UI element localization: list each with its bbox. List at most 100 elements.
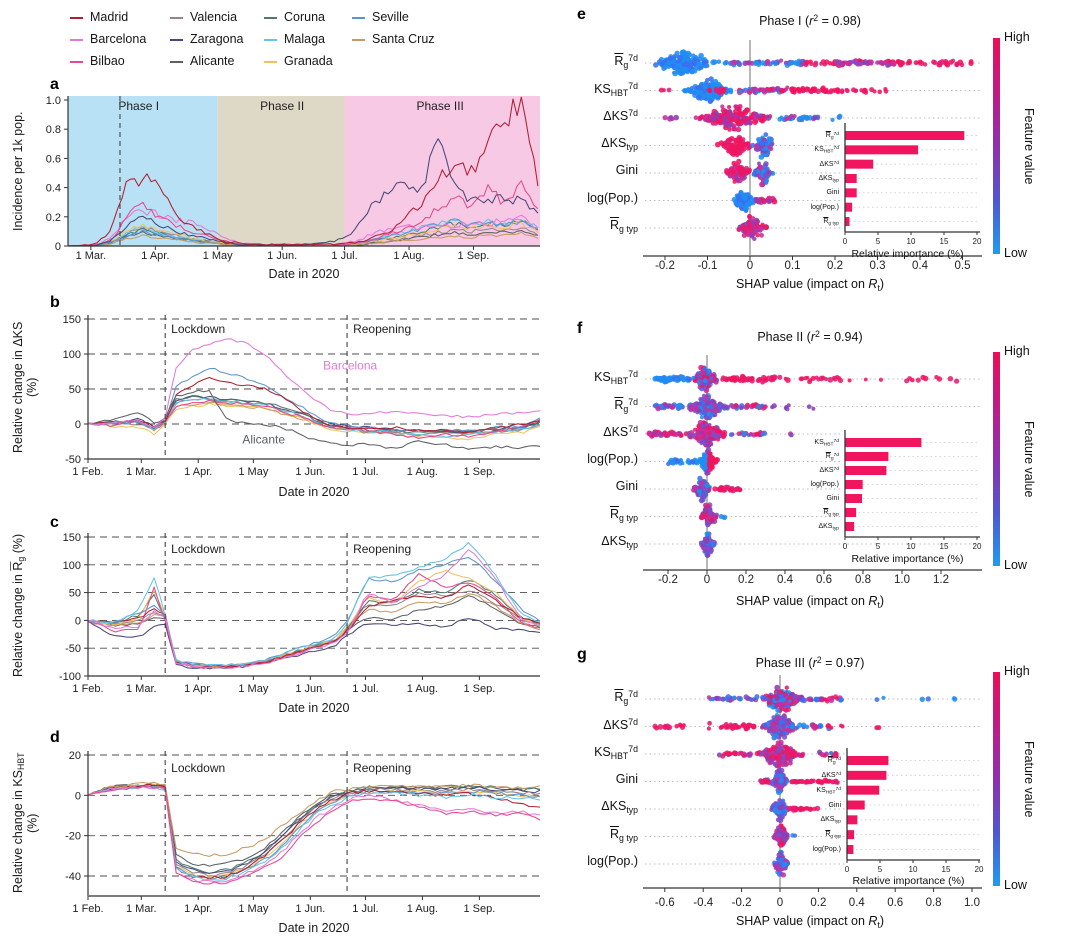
x-tick-label: 1 May — [238, 903, 268, 915]
series-line-malaga — [87, 785, 541, 881]
y-tick-label: -50 — [65, 454, 81, 466]
feature-label: Gini — [615, 163, 638, 177]
colorbar-f-high-label: High — [1004, 344, 1030, 358]
feature-label: Rg7d — [614, 53, 638, 70]
y-tick-label: 0.6 — [46, 153, 61, 165]
shap-tick-label: 0.5 — [955, 260, 971, 272]
inset-tick-label: 5 — [878, 865, 883, 874]
phase-label: Phase I — [118, 99, 159, 113]
series-line-santa-cruz — [87, 781, 541, 857]
inset-feature-label: Gini — [826, 189, 839, 197]
colorbar-e — [993, 38, 1000, 254]
shap-tick-label: 0 — [747, 260, 753, 272]
importance-bar — [847, 830, 855, 840]
y-tick-label: 20 — [69, 750, 81, 762]
shap-tick-label: -0.4 — [693, 897, 713, 909]
x-tick-label: 1 Jun. — [295, 466, 325, 478]
importance-bar — [845, 217, 850, 226]
legend-swatch — [170, 60, 183, 63]
panel-g-letter: g — [577, 646, 587, 663]
inset-feature-label: Gini — [828, 801, 841, 809]
legend-item-valencia: Valencia — [170, 10, 237, 24]
y-tick-label: -20 — [65, 831, 81, 843]
inset-feature-label: Rg typ — [825, 831, 841, 840]
x-tick-label: 1 Jul. — [352, 903, 378, 915]
panel-e-title: Phase I (r2 = 0.98) — [759, 13, 861, 28]
inset-feature-label: log(Pop.) — [810, 203, 839, 211]
feature-label: Rg typ — [609, 826, 638, 843]
shap-tick-label: 0.4 — [777, 574, 794, 586]
event-label: Reopening — [353, 761, 411, 775]
beeswarm-row — [758, 767, 840, 796]
inset-feature-label: ΔKStyp — [818, 523, 839, 532]
inset-tick-label: 15 — [940, 542, 949, 551]
x-tick-label: 1 Apr. — [184, 903, 212, 915]
y-tick-label: 0.2 — [46, 212, 61, 224]
colorbar-e-title: Feature value — [1022, 107, 1036, 185]
inset-tick-label: 20 — [973, 542, 982, 551]
importance-bar — [847, 756, 889, 765]
shap-tick-label: 0.3 — [870, 260, 886, 272]
inset-xlabel: Relative importance (%) — [851, 248, 964, 260]
feature-label: Rg7d — [614, 689, 638, 706]
series-line-barcelona — [87, 549, 541, 669]
legend-label: Zaragona — [190, 32, 244, 46]
legend-swatch — [170, 38, 183, 41]
panel-b-ylabel: Relative change in ΔKS (%) — [11, 321, 39, 453]
shap-tick-label: 0.2 — [738, 574, 754, 586]
feature-label: log(Pop.) — [587, 190, 638, 205]
panel-f-title: Phase II (r2 = 0.94) — [757, 329, 863, 344]
legend-label: Alicante — [190, 54, 235, 68]
legend-item-zaragona: Zaragona — [170, 32, 244, 46]
x-tick-label: 1 Aug. — [407, 903, 438, 915]
feature-label: Gini — [615, 771, 638, 786]
phase-band — [217, 96, 345, 246]
importance-bar — [847, 845, 854, 854]
x-tick-label: 1 Jul. — [331, 250, 357, 262]
shap-tick-label: 0.4 — [912, 260, 929, 272]
inset-feature-label: log(Pop.) — [812, 846, 841, 853]
importance-bar — [845, 188, 857, 198]
legend-item-coruna: Coruna — [264, 10, 325, 24]
importance-bar — [845, 159, 874, 169]
y-tick-label: 0.4 — [46, 183, 61, 195]
series-line-zaragona — [67, 138, 539, 247]
shap-tick-label: 0.2 — [810, 897, 826, 909]
x-tick-label: 1 Jun. — [267, 250, 297, 262]
beeswarm-row — [691, 475, 743, 504]
feature-label: log(Pop.) — [587, 854, 638, 868]
inset-tick-label: 15 — [942, 865, 951, 874]
x-tick-label: 1 Apr. — [184, 683, 212, 695]
x-tick-label: 1 Apr. — [141, 250, 169, 262]
series-line-coruna — [87, 395, 541, 434]
y-tick-label: 0 — [75, 790, 81, 802]
importance-bar — [847, 800, 865, 810]
y-tick-label: -50 — [65, 643, 81, 655]
importance-bar — [845, 438, 922, 447]
series-line-bilbao — [87, 785, 541, 885]
y-tick-label: 150 — [63, 532, 81, 544]
series-line-valencia — [87, 783, 541, 878]
phase-label: Phase II — [260, 99, 304, 113]
beeswarm-row — [652, 392, 816, 421]
series-line-barcelona — [87, 786, 541, 883]
colorbar-f-low-label: Low — [1004, 558, 1027, 572]
y-tick-label: -40 — [65, 871, 81, 883]
legend-swatch — [70, 60, 83, 63]
importance-bar — [845, 480, 863, 489]
inset-tick-label: 0 — [845, 865, 850, 874]
x-tick-label: 1 Jun. — [295, 683, 325, 695]
legend-item-madrid: Madrid — [70, 10, 128, 24]
legend-item-santa-cruz: Santa Cruz — [352, 32, 435, 46]
importance-bar — [845, 131, 965, 140]
beeswarm-row — [652, 712, 882, 741]
feature-label: ΔKS7d — [603, 716, 638, 732]
inset-bg — [843, 428, 988, 543]
x-tick-label: 1 Feb. — [72, 903, 103, 915]
colorbar-g-low-label: Low — [1004, 878, 1027, 892]
